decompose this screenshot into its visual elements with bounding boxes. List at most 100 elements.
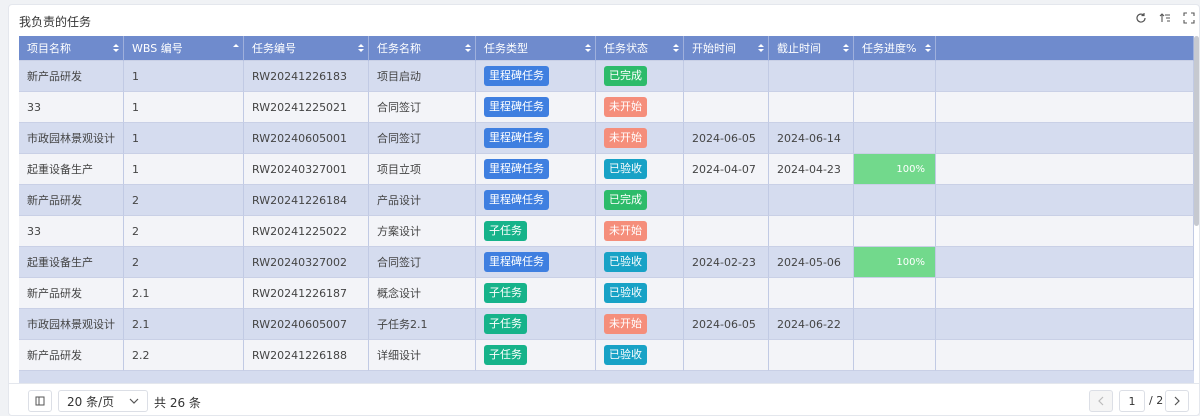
page-input[interactable]: 1 xyxy=(1119,390,1145,412)
cell-text: 2.1 xyxy=(132,317,150,331)
header-filler xyxy=(936,36,1194,61)
table-cell: 1 xyxy=(124,92,244,123)
table-cell: RW20241226187 xyxy=(244,278,369,309)
cell-text: 2 xyxy=(132,224,139,238)
table-cell: 起重设备生产 xyxy=(19,154,124,185)
column-header[interactable]: 任务编号 xyxy=(244,36,369,61)
column-title: WBS 编号 xyxy=(132,42,183,55)
pagination: 20 条/页 共 26 条 1 / 2 xyxy=(9,383,1199,415)
page-size-select[interactable]: 20 条/页 xyxy=(58,390,148,412)
cell-text: 起重设备生产 xyxy=(27,163,93,176)
layout-button[interactable] xyxy=(28,390,52,412)
prev-page[interactable] xyxy=(1089,390,1113,412)
table-cell xyxy=(684,61,769,92)
row-filler xyxy=(936,185,1194,216)
status-tag: 已验收 xyxy=(604,283,647,303)
cell-text: 2024-04-23 xyxy=(777,162,841,176)
column-title: 任务名称 xyxy=(377,42,421,55)
table-cell: 子任务 xyxy=(476,309,596,340)
fullscreen-icon[interactable] xyxy=(1183,12,1195,24)
cell-text: RW20240327002 xyxy=(252,255,348,269)
table-cell: 详细设计 xyxy=(369,340,476,371)
column-header[interactable]: 项目名称 xyxy=(19,36,124,61)
table-row: 33 1 RW20241225021 合同签订 里程碑任务 未开始 xyxy=(19,92,1194,123)
table-cell xyxy=(769,278,854,309)
table-row: 起重设备生产 2 RW20240327002 合同签订 里程碑任务 已验收 2024-02-… xyxy=(19,247,1194,278)
column-header[interactable]: WBS 编号 xyxy=(124,36,244,61)
status-tag: 未开始 xyxy=(604,221,647,241)
table-cell: 2024-05-06 xyxy=(769,247,854,278)
table-cell xyxy=(769,185,854,216)
progress-bar: 100% xyxy=(854,154,935,184)
next-page[interactable] xyxy=(1165,390,1189,412)
table-cell: 未开始 xyxy=(596,309,684,340)
table-cell: 项目立项 xyxy=(369,154,476,185)
table-cell xyxy=(684,340,769,371)
cell-text: 2024-04-07 xyxy=(692,162,756,176)
table-cell: 里程碑任务 xyxy=(476,92,596,123)
table-cell: 项目启动 xyxy=(369,61,476,92)
total-count: 共 26 条 xyxy=(154,396,201,410)
column-title: 任务类型 xyxy=(484,42,528,55)
column-header[interactable]: 任务进度% xyxy=(854,36,936,61)
table-cell: 2.1 xyxy=(124,309,244,340)
status-tag: 未开始 xyxy=(604,128,647,148)
cell-text: 新产品研发 xyxy=(27,287,82,300)
type-tag: 里程碑任务 xyxy=(484,97,549,117)
type-tag: 里程碑任务 xyxy=(484,159,549,179)
cell-text: RW20241226184 xyxy=(252,193,348,207)
table-cell: 合同签订 xyxy=(369,92,476,123)
type-tag: 里程碑任务 xyxy=(484,190,549,210)
cell-text: 1 xyxy=(132,131,139,145)
type-tag: 里程碑任务 xyxy=(484,252,549,272)
type-tag: 子任务 xyxy=(484,314,527,334)
column-header[interactable]: 任务名称 xyxy=(369,36,476,61)
cell-text: RW20241226187 xyxy=(252,286,348,300)
header-row: 项目名称 WBS 编号 任务编号 任务名称 任务类型 任务状态 开始时间 截止时间 任务进度% xyxy=(19,36,1194,61)
row-filler xyxy=(936,340,1194,371)
cell-text: 子任务2.1 xyxy=(377,318,428,331)
partial-row xyxy=(19,371,1194,383)
cell-text: 新产品研发 xyxy=(27,70,82,83)
table-cell xyxy=(854,92,936,123)
progress-bar: 100% xyxy=(854,247,935,277)
table-cell: 2024-02-23 xyxy=(684,247,769,278)
column-header[interactable]: 开始时间 xyxy=(684,36,769,61)
column-settings-icon[interactable] xyxy=(1159,12,1171,24)
refresh-icon[interactable] xyxy=(1135,12,1147,24)
table-cell xyxy=(854,278,936,309)
cell-text: 产品设计 xyxy=(377,194,421,207)
table-cell xyxy=(769,340,854,371)
table-cell: 已完成 xyxy=(596,61,684,92)
status-tag: 未开始 xyxy=(604,314,647,334)
card-title: 我负责的任务 xyxy=(19,15,92,29)
table-row: 起重设备生产 1 RW20240327001 项目立项 里程碑任务 已验收 2024-04-… xyxy=(19,154,1194,185)
table-row: 市政园林景观设计 2.1 RW20240605007 子任务2.1 子任务 未开始 2024… xyxy=(19,309,1194,340)
table-cell: RW20241226183 xyxy=(244,61,369,92)
table-cell: 合同签订 xyxy=(369,123,476,154)
table-cell: 1 xyxy=(124,61,244,92)
scrollbar[interactable] xyxy=(1194,36,1199,226)
table-cell: 新产品研发 xyxy=(19,278,124,309)
table-cell: 方案设计 xyxy=(369,216,476,247)
cell-text: 2024-06-22 xyxy=(777,317,841,331)
table-cell: 2024-06-22 xyxy=(769,309,854,340)
column-header[interactable]: 截止时间 xyxy=(769,36,854,61)
cell-text: 概念设计 xyxy=(377,287,421,300)
status-tag: 已完成 xyxy=(604,66,647,86)
status-tag: 未开始 xyxy=(604,97,647,117)
type-tag: 里程碑任务 xyxy=(484,128,549,148)
table-cell: 产品设计 xyxy=(369,185,476,216)
column-header[interactable]: 任务类型 xyxy=(476,36,596,61)
table-cell: 2 xyxy=(124,185,244,216)
column-title: 项目名称 xyxy=(27,42,71,55)
cell-text: 2024-06-14 xyxy=(777,131,841,145)
cell-text: 2024-06-05 xyxy=(692,131,756,145)
table-cell xyxy=(684,216,769,247)
type-tag: 子任务 xyxy=(484,221,527,241)
table-cell: 2024-06-14 xyxy=(769,123,854,154)
status-tag: 已验收 xyxy=(604,159,647,179)
column-header[interactable]: 任务状态 xyxy=(596,36,684,61)
table-cell: 里程碑任务 xyxy=(476,185,596,216)
column-title: 任务状态 xyxy=(604,42,648,55)
